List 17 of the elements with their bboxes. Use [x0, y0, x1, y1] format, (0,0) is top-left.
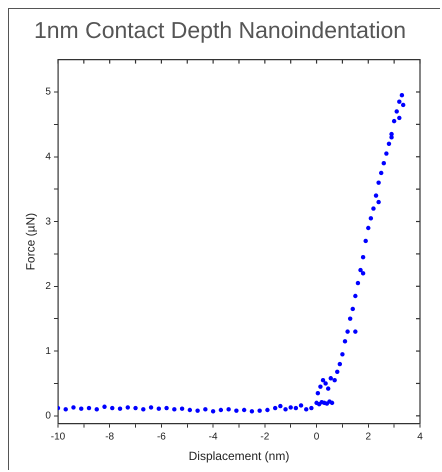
x-tick-label: 4 — [417, 431, 424, 442]
x-tick-label: -10 — [50, 431, 66, 442]
y-tick-label: 1 — [45, 346, 52, 357]
y-tick-label: 3 — [45, 216, 52, 228]
x-axis-title: Displacement (nm) — [188, 449, 290, 464]
x-tick-label: -4 — [208, 431, 218, 442]
y-tick-label: 2 — [45, 281, 52, 292]
y-tick-label: 0 — [45, 410, 52, 422]
x-tick-label: 0 — [314, 431, 320, 442]
x-tick-label: 2 — [366, 431, 372, 442]
y-tick-label: 5 — [45, 86, 52, 98]
x-tick-label: -8 — [105, 431, 115, 442]
y-tick-label: 4 — [45, 152, 52, 163]
chart-title: 1nm Contact Depth Nanoindentation — [34, 17, 406, 44]
x-tick-label: -2 — [260, 431, 270, 442]
y-axis-title: Force (µN) — [24, 212, 38, 270]
x-tick-label: -6 — [156, 431, 166, 442]
